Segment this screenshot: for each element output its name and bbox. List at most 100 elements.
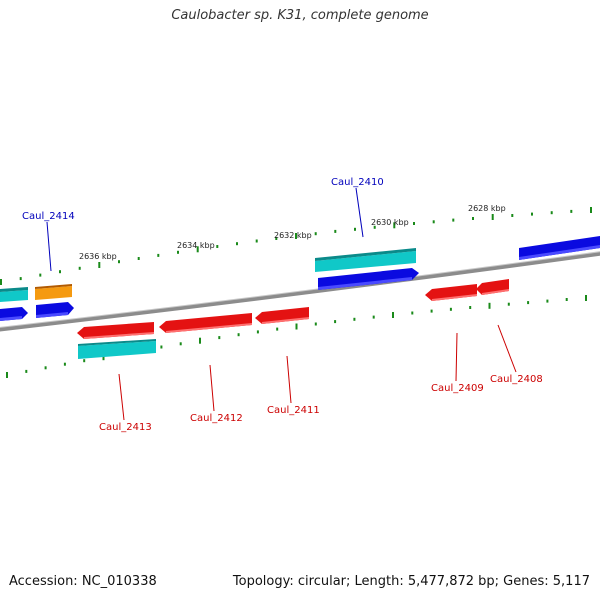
tick-major [102,354,105,361]
gene-label-caul-2411[interactable]: Caul_2411 [267,405,320,416]
tick-minor [59,270,61,274]
tick-minor [546,299,549,303]
tick-minor [531,212,533,216]
tick-minor [275,237,278,240]
tick-minor [413,222,415,225]
tick-minor [432,220,435,224]
gene-caul-2414[interactable] [35,284,72,300]
tick-minor [137,257,140,260]
tick-minor [570,209,573,213]
tick-minor [449,307,452,311]
gene-caul-2410[interactable] [315,248,416,272]
tick-minor [314,232,317,236]
tick-minor [314,322,317,326]
tick-minor [527,301,530,305]
topology-summary: Topology: circular; Length: 5,477,872 bp… [232,574,590,589]
tick-major [0,279,2,285]
tick-major [295,323,298,330]
tick-label: 2630 kbp [371,218,409,227]
tick-minor [83,359,86,363]
tick-minor [430,309,433,313]
gene-label-caul-2414[interactable]: Caul_2414 [22,211,75,222]
tick-minor [157,253,160,257]
tick-minor [78,266,81,270]
tick-minor [507,302,510,306]
tick-major [98,262,101,268]
tick-minor [550,211,553,215]
tick-label: 2634 kbp [177,241,215,250]
ticks-upper [0,207,592,285]
tick-minor [179,342,182,346]
tick-major [491,214,494,220]
leader-line [497,324,517,373]
leader-line [209,364,215,412]
gene-cyan-2413b[interactable] [78,339,156,359]
tick-minor [276,327,279,331]
tick-major [199,337,201,344]
page-title: Caulobacter sp. K31, complete genome [171,8,429,23]
gene-caul-2413[interactable] [77,322,154,339]
leader-line [455,332,458,382]
tick-minor [411,311,414,315]
tick-minor [216,245,219,248]
leader-line [355,187,364,238]
tick-minor [256,330,259,334]
gene-label-caul-2413[interactable]: Caul_2413 [99,422,152,433]
gene-caul-2411[interactable] [255,307,309,324]
tick-minor [469,306,472,309]
gene-blue-2410b[interactable] [318,268,419,290]
gene-blue-right[interactable] [519,236,600,260]
gene-label-caul-2410[interactable]: Caul_2410 [331,177,384,188]
tick-major [6,372,8,378]
tick-label: 2636 kbp [79,252,117,261]
tick-minor [354,227,356,231]
tick-minor [255,239,258,243]
tick-minor [237,333,240,337]
tick-major [392,312,394,318]
leader-line [286,355,292,404]
tick-minor [373,225,376,229]
tick-minor [39,273,42,277]
gene-caul-2412[interactable] [159,313,252,333]
ticks-lower [6,295,587,378]
gene-caul-2408[interactable] [476,279,509,295]
tick-minor [372,315,375,319]
tick-major [393,222,396,229]
tick-minor [160,345,163,349]
gene-blue-2414b[interactable] [36,302,74,318]
genome-backbone [0,251,600,332]
tick-minor [177,250,179,254]
gene-caul-2409[interactable] [425,284,477,301]
tick-major [488,302,491,309]
tick-minor [334,320,337,324]
tick-minor [25,369,28,373]
tick-minor [63,362,66,366]
gene-label-caul-2408[interactable]: Caul_2408 [490,374,543,385]
gene-blue-left[interactable] [0,307,28,321]
accession-text: Accession: NC_010338 [9,574,157,589]
genome-backbone-highlight [0,251,600,328]
gene-cyan-left[interactable] [0,287,28,302]
tick-minor [353,317,356,321]
tick-minor [44,366,47,370]
tick-minor [565,298,568,301]
leader-line [46,221,52,272]
tick-minor [452,218,455,222]
tick-label: 2632 kbp [274,231,312,240]
tick-major [585,295,587,301]
tick-minor [218,336,221,340]
tick-minor [511,214,514,217]
tick-minor [472,217,474,220]
tick-label: 2628 kbp [468,204,506,213]
tick-major [295,233,297,239]
tick-minor [19,277,22,281]
tick-minor [118,260,120,264]
gene-label-caul-2412[interactable]: Caul_2412 [190,413,243,424]
tick-major [196,246,199,253]
tick-major [590,207,592,213]
gene-label-caul-2409[interactable]: Caul_2409 [431,383,484,394]
leader-line [118,373,125,421]
tick-minor [334,229,337,233]
